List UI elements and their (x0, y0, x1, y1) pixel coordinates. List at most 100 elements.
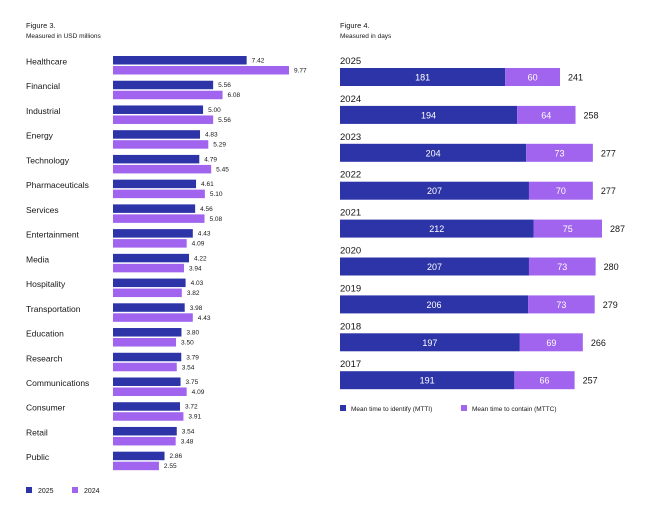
bar-value-label: 3.91 (188, 414, 201, 421)
bar-2025 (113, 130, 201, 139)
segment-value-label: 73 (557, 262, 567, 272)
bar-value-label: 3.72 (185, 404, 198, 411)
bar-2024 (113, 313, 193, 322)
segment-value-label: 194 (421, 110, 436, 120)
bar-segment (517, 105, 576, 124)
bar-2024 (113, 140, 209, 149)
bar-segment (533, 219, 602, 238)
bar-2025 (113, 229, 193, 238)
total-value-label: 280 (604, 262, 619, 272)
bar-2024 (113, 239, 187, 248)
bar-2025 (113, 80, 214, 90)
category-label: Technology (26, 155, 70, 165)
bar-value-label: 4.09 (192, 389, 205, 396)
bar-2025 (113, 154, 200, 164)
segment-value-label: 204 (426, 148, 441, 158)
bar-2025 (113, 278, 186, 288)
bar-2025 (113, 377, 181, 386)
bar-segment (526, 143, 593, 162)
bar-value-label: 6.08 (228, 92, 241, 99)
bar-value-label: 4.83 (205, 132, 218, 139)
bar-value-label: 4.79 (204, 156, 217, 163)
bar-value-label: 7.42 (252, 58, 265, 65)
bar-2024 (113, 66, 289, 75)
segment-value-label: 70 (556, 186, 566, 196)
total-value-label: 277 (601, 148, 616, 158)
bar-2025 (113, 303, 185, 312)
bar-2024 (113, 288, 182, 298)
bar-2024 (113, 263, 184, 273)
bar-2024 (113, 164, 212, 174)
bar-value-label: 5.00 (208, 107, 221, 114)
segment-value-label: 206 (427, 300, 442, 310)
segment-value-label: 73 (555, 148, 565, 158)
bar-2025 (113, 451, 165, 461)
bar-value-label: 3.54 (182, 364, 195, 371)
category-label: Energy (26, 131, 54, 141)
category-label: Research (26, 353, 63, 363)
legend-label: Mean time to contain (MTTC) (472, 406, 557, 413)
bar-segment (514, 371, 575, 390)
segment-value-label: 60 (528, 73, 538, 83)
bar-2025 (113, 426, 177, 436)
bar-2024 (113, 362, 177, 372)
figure-3-legend: 2025 2024 (26, 487, 100, 495)
bar-2024 (113, 338, 177, 347)
bar-value-label: 3.98 (190, 305, 203, 312)
total-value-label: 257 (583, 376, 598, 386)
bar-2025 (113, 179, 197, 189)
segment-value-label: 197 (422, 338, 437, 348)
bar-segment (340, 257, 529, 276)
figure-4-bars: 2025 181 60 241 2024 194 64 258 2023 204 73 277 2022… (340, 56, 625, 390)
bar-value-label: 4.56 (200, 206, 213, 213)
year-label: 2018 (340, 321, 361, 332)
bar-2024 (113, 115, 214, 124)
bar-2025 (113, 253, 190, 263)
year-label: 2023 (340, 132, 361, 143)
total-value-label: 241 (568, 73, 583, 83)
bar-value-label: 3.82 (187, 290, 200, 297)
bar-value-label: 3.48 (181, 438, 194, 445)
total-value-label: 258 (584, 110, 599, 120)
category-label: Retail (26, 427, 48, 437)
category-label: Public (26, 452, 50, 462)
bar-value-label: 4.43 (198, 231, 211, 238)
year-label: 2019 (340, 283, 361, 294)
bar-2024 (113, 189, 205, 199)
year-label: 2021 (340, 208, 361, 219)
bar-segment (340, 105, 518, 124)
figure-3-industry-costs: Figure 3. Measured in USD millions Healt… (26, 21, 307, 495)
figure-3-bars: Healthcare 7.42 9.77 Financial 5.56 6.08 Indus… (26, 56, 307, 471)
bar-segment (340, 181, 529, 200)
bar-value-label: 9.77 (294, 68, 307, 75)
total-value-label: 287 (610, 224, 625, 234)
figure-4-subtitle: Measured in days (340, 33, 392, 40)
bar-value-label: 5.56 (218, 82, 231, 89)
bar-value-label: 4.09 (192, 241, 205, 248)
legend-swatch (26, 487, 32, 493)
bar-segment (340, 295, 529, 314)
bar-value-label: 5.45 (216, 166, 229, 173)
total-value-label: 266 (591, 338, 606, 348)
bar-value-label: 3.80 (186, 330, 199, 337)
segment-value-label: 73 (556, 300, 566, 310)
bar-value-label: 5.29 (213, 142, 226, 149)
bar-segment (505, 68, 561, 86)
bar-value-label: 3.75 (186, 379, 199, 386)
bar-value-label: 4.61 (201, 181, 214, 188)
bar-value-label: 3.79 (186, 354, 199, 361)
segment-value-label: 75 (563, 224, 573, 234)
segment-value-label: 207 (427, 262, 442, 272)
legend-swatch (461, 405, 467, 411)
category-label: Media (26, 254, 49, 264)
category-label: Consumer (26, 403, 65, 413)
bar-2025 (113, 204, 196, 213)
total-value-label: 277 (601, 186, 616, 196)
bar-value-label: 3.54 (182, 428, 195, 435)
legend-label: Mean time to identify (MTTI) (351, 406, 432, 413)
legend-swatch (72, 487, 78, 493)
figure-4-label: Figure 4. (340, 21, 370, 30)
bar-2024 (113, 214, 205, 223)
category-label: Hospitality (26, 279, 66, 289)
